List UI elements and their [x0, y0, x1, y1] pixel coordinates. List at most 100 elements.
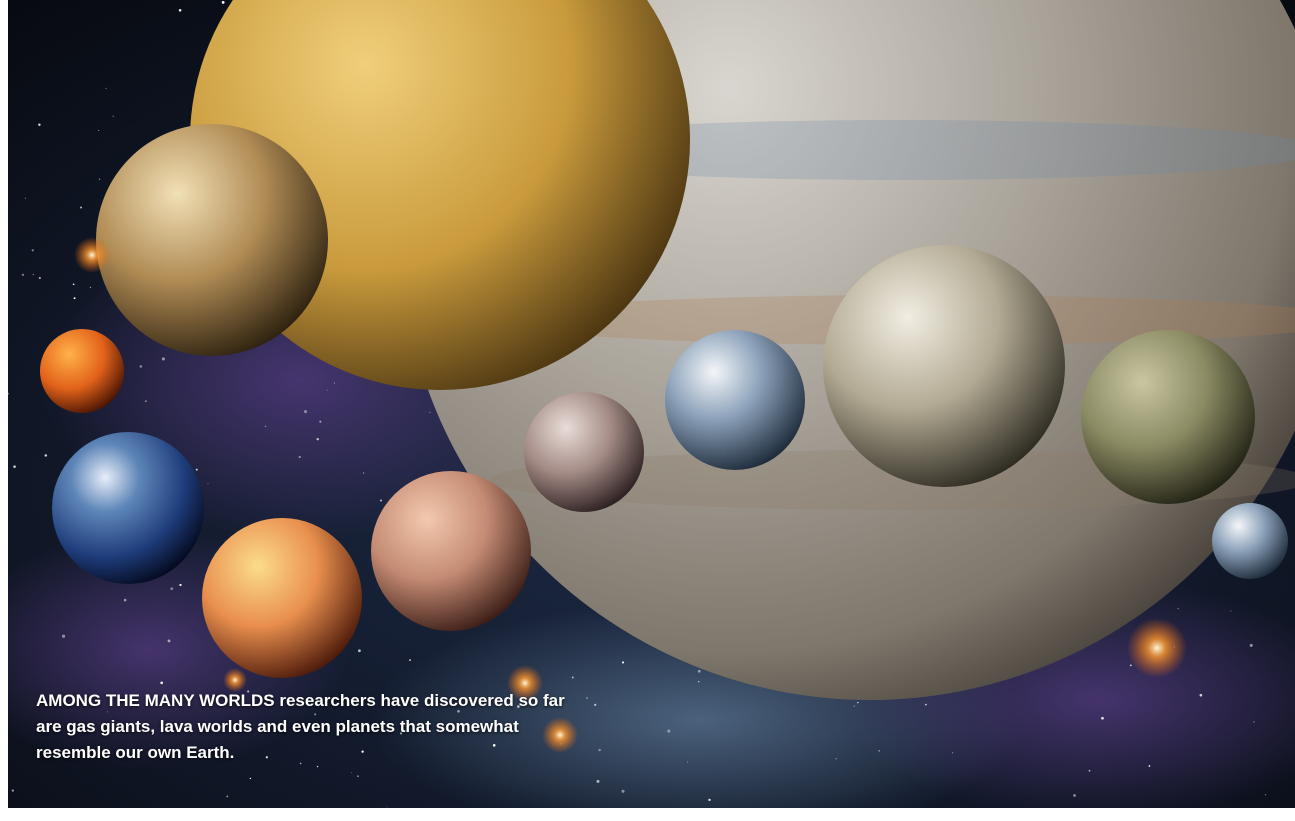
star [178, 9, 182, 12]
star-glow [74, 237, 110, 273]
star [350, 772, 352, 774]
planet [52, 432, 204, 584]
planet [96, 124, 328, 356]
star [32, 274, 34, 276]
star [179, 583, 182, 587]
star [21, 273, 25, 277]
star [195, 468, 198, 471]
star [621, 661, 625, 664]
star-glow [223, 668, 247, 692]
star [316, 765, 319, 768]
star [247, 690, 250, 693]
star [316, 437, 319, 441]
star [621, 789, 625, 793]
star [429, 411, 431, 413]
planet [823, 245, 1065, 487]
star [161, 357, 165, 361]
star [106, 711, 108, 713]
star [358, 649, 361, 653]
star [221, 0, 225, 4]
star [38, 276, 41, 280]
star-glow [1127, 618, 1187, 678]
caption-text: researchers have discovered so far are g… [36, 691, 565, 762]
star [160, 681, 164, 685]
star-glow [542, 717, 578, 753]
star [596, 779, 600, 783]
planet [665, 330, 805, 470]
star [951, 752, 953, 754]
star [89, 286, 92, 289]
star [44, 454, 48, 457]
star [1264, 794, 1267, 796]
star [687, 761, 689, 763]
star [61, 634, 66, 638]
star [31, 249, 34, 252]
star [303, 409, 308, 414]
star [299, 762, 302, 765]
star [319, 420, 322, 423]
planet [1081, 330, 1255, 504]
star [1253, 721, 1255, 723]
star [708, 798, 711, 802]
star [123, 598, 127, 602]
star [457, 709, 460, 713]
star [594, 703, 597, 706]
star [11, 789, 14, 792]
star [571, 676, 574, 679]
star [99, 178, 101, 180]
caption: AMONG THE MANY WORLDS researchers have d… [36, 688, 576, 766]
star [298, 455, 301, 459]
star [24, 197, 26, 199]
star [112, 115, 114, 117]
star [167, 639, 171, 643]
star [13, 465, 16, 468]
star [517, 705, 520, 708]
star [598, 748, 601, 752]
star [925, 703, 927, 706]
star [409, 659, 412, 662]
planet [40, 329, 124, 413]
star [878, 750, 880, 752]
planet [202, 518, 362, 678]
caption-lead: AMONG THE MANY WORLDS [36, 691, 275, 710]
star [1073, 794, 1076, 797]
space-image [8, 0, 1295, 808]
planet [1212, 503, 1288, 579]
star [1129, 664, 1132, 667]
planet [524, 392, 644, 512]
star [333, 382, 335, 384]
star [586, 697, 588, 699]
star [399, 732, 403, 735]
star [265, 756, 268, 759]
star [1199, 693, 1203, 697]
star [226, 795, 229, 798]
star [697, 669, 701, 673]
star [38, 123, 41, 127]
star [98, 129, 100, 131]
star [1088, 769, 1091, 772]
star [1230, 610, 1232, 612]
star [857, 701, 859, 704]
star [356, 775, 359, 778]
star-glow [507, 665, 543, 701]
star [144, 400, 147, 403]
star [1177, 608, 1179, 610]
star [835, 758, 837, 760]
planet [371, 471, 531, 631]
star [139, 365, 143, 368]
star [105, 87, 107, 90]
star [80, 206, 83, 209]
star [386, 806, 388, 808]
star [363, 472, 365, 474]
star [667, 729, 671, 733]
star [698, 680, 700, 683]
star [1148, 765, 1151, 767]
star [249, 777, 252, 780]
star [72, 283, 75, 286]
star [492, 744, 496, 747]
star [379, 499, 383, 502]
star [264, 425, 267, 428]
star [8, 392, 10, 395]
star [1249, 643, 1253, 647]
